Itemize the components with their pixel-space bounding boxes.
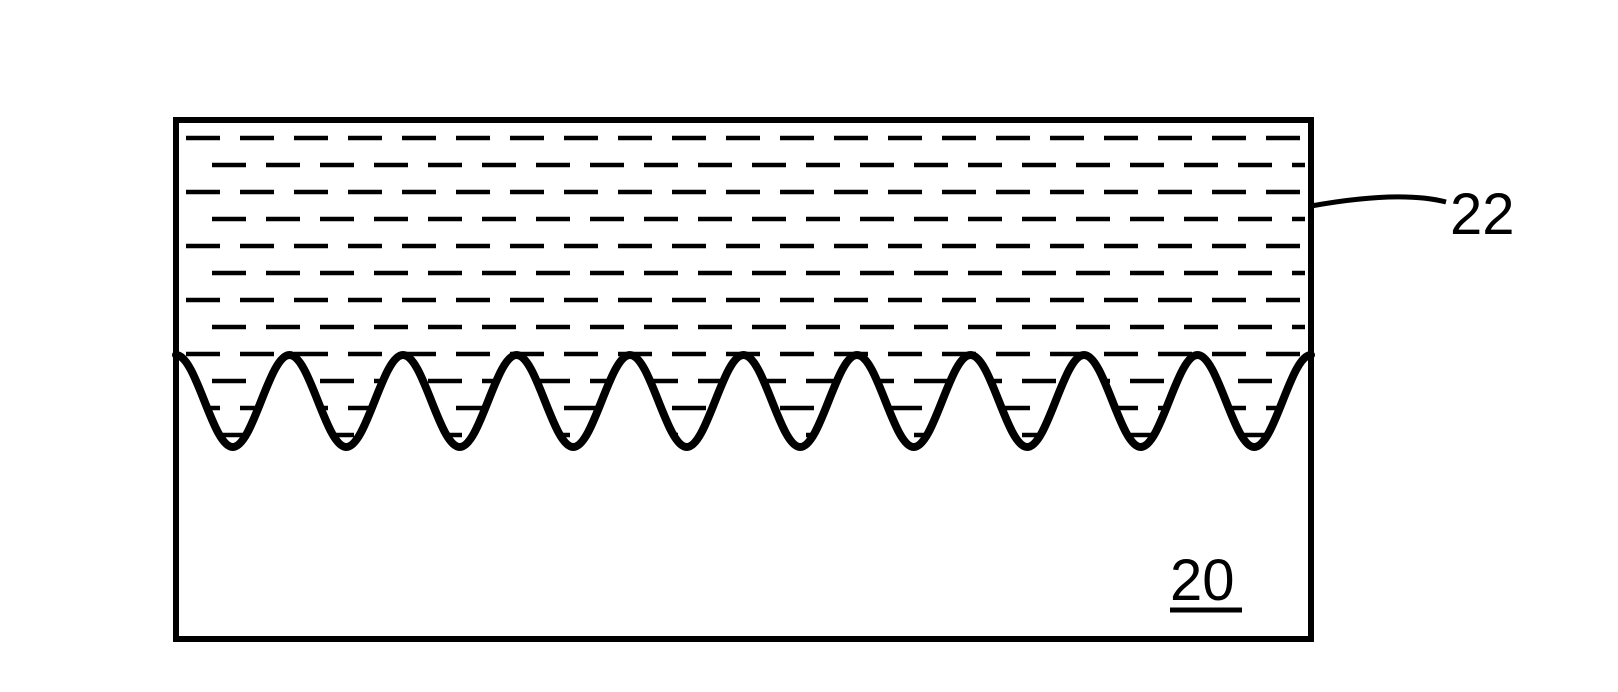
label-20: 20 bbox=[1170, 547, 1235, 614]
diagram-svg bbox=[0, 0, 1618, 687]
leader-line-22 bbox=[1311, 197, 1446, 206]
hatch-fill bbox=[186, 138, 1305, 435]
label-22: 22 bbox=[1450, 181, 1515, 248]
diagram-stage: 22 20 bbox=[0, 0, 1618, 687]
